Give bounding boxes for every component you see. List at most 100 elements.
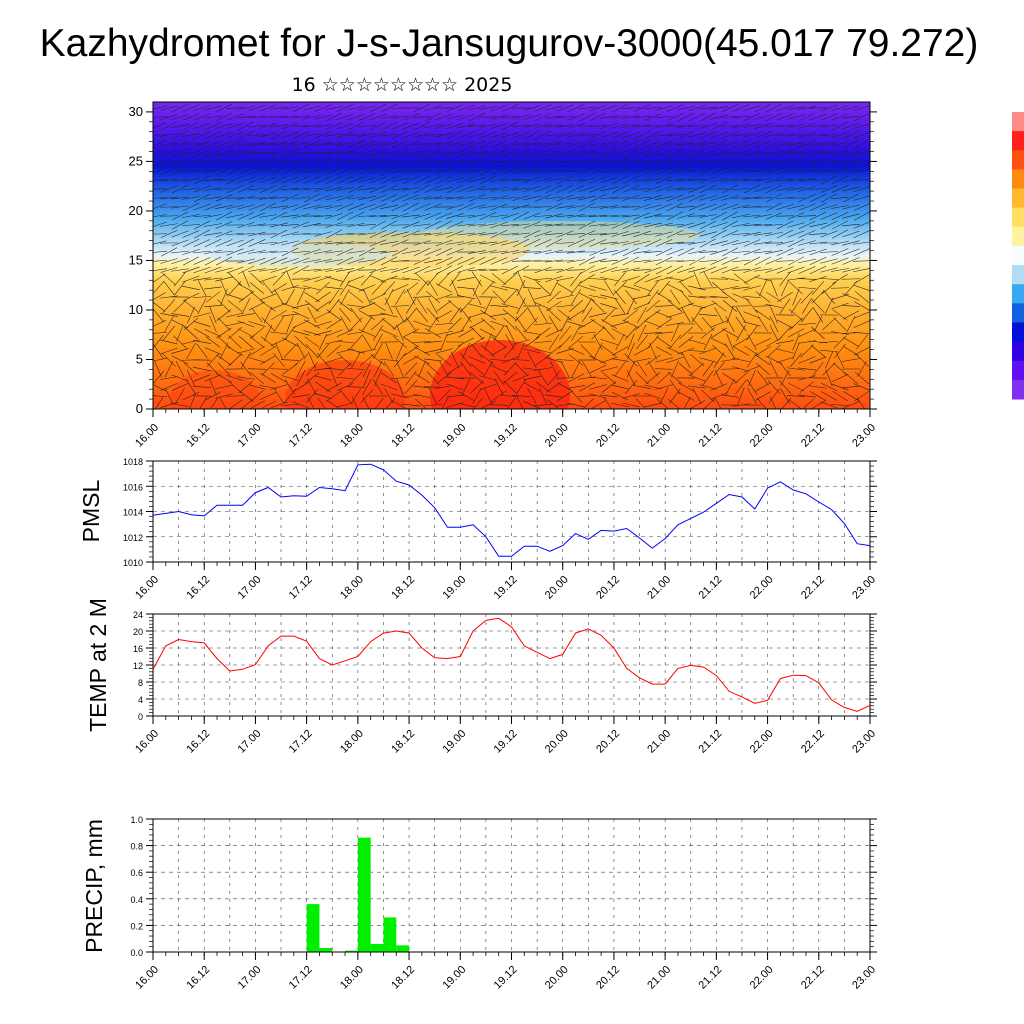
wind-barb bbox=[812, 307, 824, 323]
wind-barb bbox=[160, 185, 178, 193]
wind-barb bbox=[677, 347, 695, 355]
wind-barb bbox=[435, 212, 453, 220]
wind-barb bbox=[688, 241, 706, 245]
wind-barb bbox=[237, 313, 255, 317]
wind-barb bbox=[402, 394, 420, 398]
wind-barb bbox=[360, 389, 374, 403]
wind-barb bbox=[369, 215, 387, 217]
wind-barb bbox=[633, 259, 651, 263]
wind-barb bbox=[693, 270, 701, 288]
wind-barb bbox=[237, 348, 255, 354]
wind-barb bbox=[270, 176, 288, 184]
wind-barb bbox=[853, 139, 870, 149]
wind-barb bbox=[501, 303, 519, 309]
wind-barb bbox=[500, 395, 520, 397]
wind-barb bbox=[611, 214, 629, 218]
wind-barb bbox=[567, 347, 585, 355]
wind-barb bbox=[187, 306, 195, 324]
wind-barb bbox=[789, 281, 803, 295]
wind-barb bbox=[604, 280, 614, 296]
wind-barb bbox=[820, 113, 838, 121]
wind-barb bbox=[811, 326, 825, 340]
wind-barb bbox=[501, 232, 519, 236]
wind-barb bbox=[153, 233, 168, 235]
wind-barb bbox=[809, 385, 827, 389]
wind-barb bbox=[396, 360, 404, 378]
wind-barb bbox=[699, 106, 717, 110]
wind-barb bbox=[193, 105, 211, 111]
wind-barb bbox=[336, 377, 354, 379]
colorbar-swatch bbox=[1012, 207, 1024, 228]
wind-barb bbox=[303, 276, 321, 282]
wind-barb bbox=[358, 177, 376, 183]
wind-barb bbox=[655, 239, 673, 247]
wind-barb bbox=[468, 105, 486, 111]
wind-barb bbox=[743, 141, 761, 147]
wind-barb bbox=[259, 104, 277, 112]
wind-barb bbox=[160, 114, 178, 120]
wind-barb bbox=[600, 177, 618, 183]
wind-barb bbox=[226, 293, 244, 301]
wind-barb bbox=[611, 131, 629, 139]
wind-barb bbox=[226, 374, 244, 382]
wind-barb bbox=[666, 229, 684, 239]
wind-barb bbox=[182, 177, 200, 183]
wind-barb bbox=[677, 302, 695, 310]
wind-barb bbox=[809, 193, 827, 203]
wind-barb bbox=[733, 371, 749, 385]
wind-barb bbox=[503, 380, 517, 394]
wind-barb bbox=[842, 159, 860, 165]
wind-barb bbox=[635, 317, 649, 331]
wind-barb bbox=[291, 125, 311, 127]
wind-barb bbox=[699, 123, 717, 129]
wind-barb bbox=[358, 348, 376, 354]
x-tick-label: 19.00 bbox=[440, 728, 468, 756]
wind-barb bbox=[690, 316, 704, 332]
wind-barb bbox=[216, 354, 232, 366]
wind-barb bbox=[292, 176, 310, 184]
wind-barb bbox=[798, 168, 816, 174]
wind-barb bbox=[336, 104, 354, 112]
wind-barb bbox=[216, 327, 232, 339]
wind-barb bbox=[380, 133, 398, 137]
wind-barb bbox=[204, 140, 222, 148]
wind-barb bbox=[281, 266, 299, 274]
wind-barb bbox=[225, 107, 245, 109]
wind-barb bbox=[500, 224, 520, 226]
wind-barb bbox=[347, 241, 365, 245]
wind-barb bbox=[303, 248, 321, 256]
wind-barb bbox=[205, 336, 221, 348]
wind-barb bbox=[286, 315, 294, 333]
wind-barb bbox=[385, 342, 393, 360]
wind-barb bbox=[204, 121, 222, 131]
wind-barb bbox=[787, 178, 805, 182]
wind-barb bbox=[269, 251, 289, 253]
wind-barb bbox=[820, 382, 838, 392]
wind-barb bbox=[336, 248, 354, 256]
wind-barb bbox=[193, 185, 211, 193]
wind-barb bbox=[627, 342, 635, 360]
wind-barb bbox=[204, 169, 222, 173]
wind-barb bbox=[787, 382, 805, 392]
wind-barb bbox=[688, 142, 706, 146]
wind-barb bbox=[314, 176, 332, 184]
x-tick-label: 22.00 bbox=[748, 964, 776, 992]
wind-barb bbox=[712, 344, 726, 358]
wind-barb bbox=[175, 360, 185, 378]
wind-barb bbox=[644, 232, 662, 236]
wind-barb bbox=[468, 141, 486, 147]
wind-barb bbox=[776, 158, 794, 166]
wind-barb bbox=[193, 123, 211, 129]
wind-barb bbox=[160, 376, 178, 380]
wind-barb bbox=[281, 247, 299, 257]
wind-barb bbox=[798, 328, 816, 338]
wind-barb bbox=[380, 151, 398, 155]
wind-barb bbox=[153, 268, 167, 272]
wind-barb bbox=[527, 387, 537, 405]
wind-barb bbox=[412, 332, 432, 334]
wind-barb bbox=[688, 349, 706, 353]
wind-barb bbox=[259, 152, 277, 154]
wind-barb bbox=[314, 205, 332, 209]
y-tick-label: 0 bbox=[136, 401, 143, 416]
wind-barb bbox=[336, 241, 354, 245]
